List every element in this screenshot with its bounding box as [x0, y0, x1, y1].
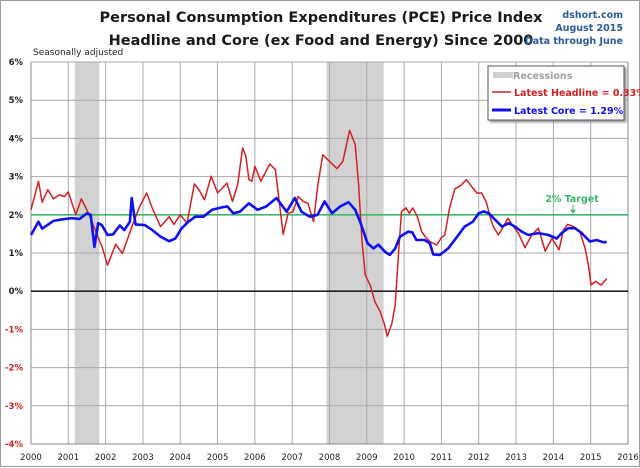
y-tick-label: 3%	[9, 173, 24, 183]
y-tick-label: 0%	[9, 287, 24, 297]
target-label: 2% Target	[545, 194, 599, 205]
legend-recessions: Recessions	[513, 71, 573, 82]
x-tick-label: 2002	[95, 453, 117, 463]
y-tick-label: -2%	[5, 364, 23, 374]
source-date: August 2015	[555, 23, 623, 34]
headline-series-line	[30, 129, 608, 338]
x-tick-label: 2003	[132, 453, 154, 463]
x-tick-label: 2008	[319, 453, 341, 463]
target-arrow-icon	[570, 209, 576, 214]
source-site: dshort.com	[562, 10, 623, 21]
seasonally-adjusted-note: Seasonally adjusted	[33, 48, 123, 58]
x-tick-label: 2013	[505, 453, 527, 463]
x-tick-label: 2016	[617, 453, 639, 463]
x-tick-label: 2006	[244, 453, 266, 463]
legend-recession-swatch	[493, 72, 513, 78]
x-tick-label: 2012	[468, 453, 490, 463]
legend: Recessions Latest Headline = 0.33% Lates…	[487, 65, 640, 121]
x-tick-label: 2014	[543, 453, 565, 463]
x-tick-label: 2011	[431, 453, 453, 463]
x-tick-label: 2004	[169, 453, 191, 463]
x-tick-label: 2007	[281, 453, 303, 463]
x-tick-label: 2001	[57, 453, 79, 463]
y-tick-label: -3%	[5, 402, 23, 412]
core-series-line	[29, 196, 607, 257]
y-tick-label: -1%	[5, 325, 23, 335]
legend-core: Latest Core = 1.29%	[514, 106, 624, 117]
y-tick-label: 6%	[9, 58, 24, 68]
y-tick-label: 5%	[9, 96, 24, 106]
y-tick-label: -4%	[5, 440, 23, 450]
x-tick-label: 2015	[580, 453, 602, 463]
y-tick-label: 1%	[9, 249, 24, 259]
x-tick-label: 2010	[393, 453, 415, 463]
chart-subtitle: Headline and Core (ex Food and Energy) S…	[109, 33, 534, 49]
x-tick-label: 2009	[356, 453, 378, 463]
y-tick-label: 2%	[9, 211, 24, 221]
x-tick-label: 2000	[20, 453, 42, 463]
chart-title: Personal Consumption Expenditures (PCE) …	[100, 10, 544, 26]
y-tick-label: 4%	[9, 134, 24, 144]
source-data-through: Data through June	[525, 36, 623, 47]
legend-headline: Latest Headline = 0.33%	[514, 88, 640, 99]
x-tick-label: 2005	[207, 453, 229, 463]
